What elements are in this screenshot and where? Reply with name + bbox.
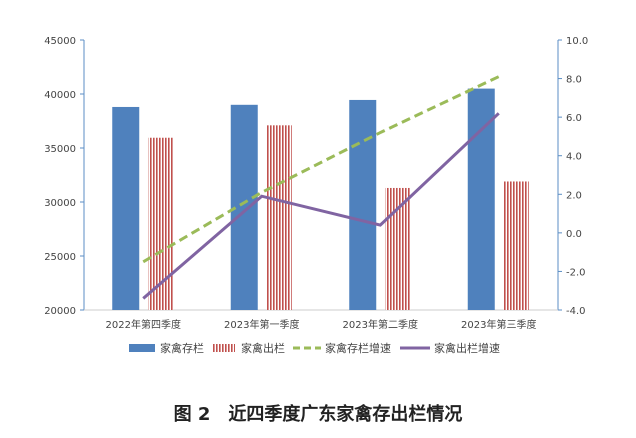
chart: 20000 25000 30000 35000 40000 45000 -4.0 -2.0 0.… bbox=[44, 36, 588, 355]
figure-caption: 图 2 近四季度广东家禽存出栏情况 bbox=[173, 404, 463, 425]
right-tick-label: -2.0 bbox=[566, 267, 586, 278]
x-tick-label: 2022年第四季度 bbox=[106, 318, 181, 331]
left-tick-label: 40000 bbox=[44, 90, 76, 101]
right-tick-label: 0.0 bbox=[566, 229, 582, 240]
bar-stock bbox=[112, 106, 140, 311]
x-tick-label: 2023年第一季度 bbox=[224, 318, 299, 331]
right-tick-label: 10.0 bbox=[566, 36, 588, 47]
right-tick-label: 6.0 bbox=[566, 113, 582, 124]
right-tick-label: 8.0 bbox=[566, 75, 582, 86]
bar-stock bbox=[349, 99, 377, 310]
left-tick-label: 25000 bbox=[44, 252, 76, 263]
left-tick-label: 45000 bbox=[44, 36, 76, 47]
bar-output bbox=[148, 137, 174, 310]
bar-output bbox=[385, 187, 411, 310]
left-tick-label: 20000 bbox=[44, 306, 76, 317]
right-tick-label: -4.0 bbox=[566, 306, 586, 317]
right-tick-label: 4.0 bbox=[566, 152, 582, 163]
x-tick-label: 2023年第三季度 bbox=[461, 318, 536, 331]
bar-stock bbox=[467, 88, 495, 310]
left-tick-label: 30000 bbox=[44, 198, 76, 209]
bar-output bbox=[266, 125, 292, 310]
legend-label-stock: 家禽存栏 bbox=[160, 341, 204, 355]
legend-swatch-stock bbox=[129, 344, 155, 352]
bar-output bbox=[503, 181, 529, 310]
legend-swatch-output bbox=[213, 344, 235, 352]
right-tick-label: 2.0 bbox=[566, 190, 582, 201]
legend-label-stock-growth: 家禽存栏增速 bbox=[325, 341, 391, 355]
legend-label-output: 家禽出栏 bbox=[241, 341, 285, 355]
legend-label-output-growth: 家禽出栏增速 bbox=[434, 341, 500, 355]
line-output-growth bbox=[142, 112, 500, 300]
x-tick-label: 2023年第二季度 bbox=[343, 318, 418, 331]
line-stock-growth bbox=[142, 75, 500, 264]
left-tick-label: 35000 bbox=[44, 144, 76, 155]
